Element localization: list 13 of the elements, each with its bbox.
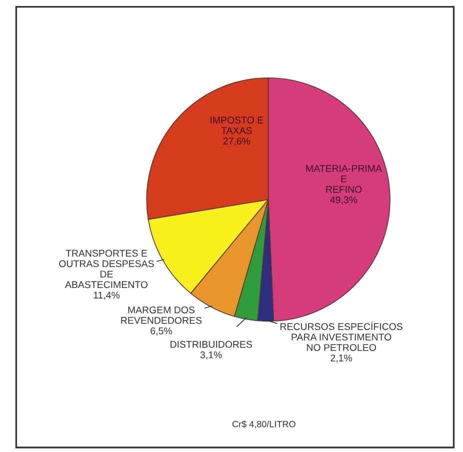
text: Cr$ 4,80/LITRO	[232, 420, 296, 428]
data-label: 49,3%	[330, 196, 358, 204]
slice-label: IMPOSTO E TAXAS	[210, 116, 264, 134]
data-label: 11,4%	[94, 292, 120, 300]
data-label: 6,5%	[150, 327, 172, 336]
data-label: 3,1%	[200, 351, 222, 360]
slice-label: DISTRIBUIDORES	[170, 340, 252, 348]
data-label: 2,1%	[330, 354, 352, 363]
data-label: 27,6%	[223, 138, 250, 146]
slice-label: MARGEM DOS REVENDEDORES	[121, 306, 202, 324]
slice-label: TRANSPORTES E OUTRAS DESPESAS DE ABASTECIMENTO	[59, 250, 154, 288]
slice-label: MATERIA-PRIMA E REFINO	[306, 165, 382, 193]
slice-label: RECURSOS ESPECÍFICOS PARA INVESTIMENTO NO PETROLEO	[280, 322, 402, 351]
